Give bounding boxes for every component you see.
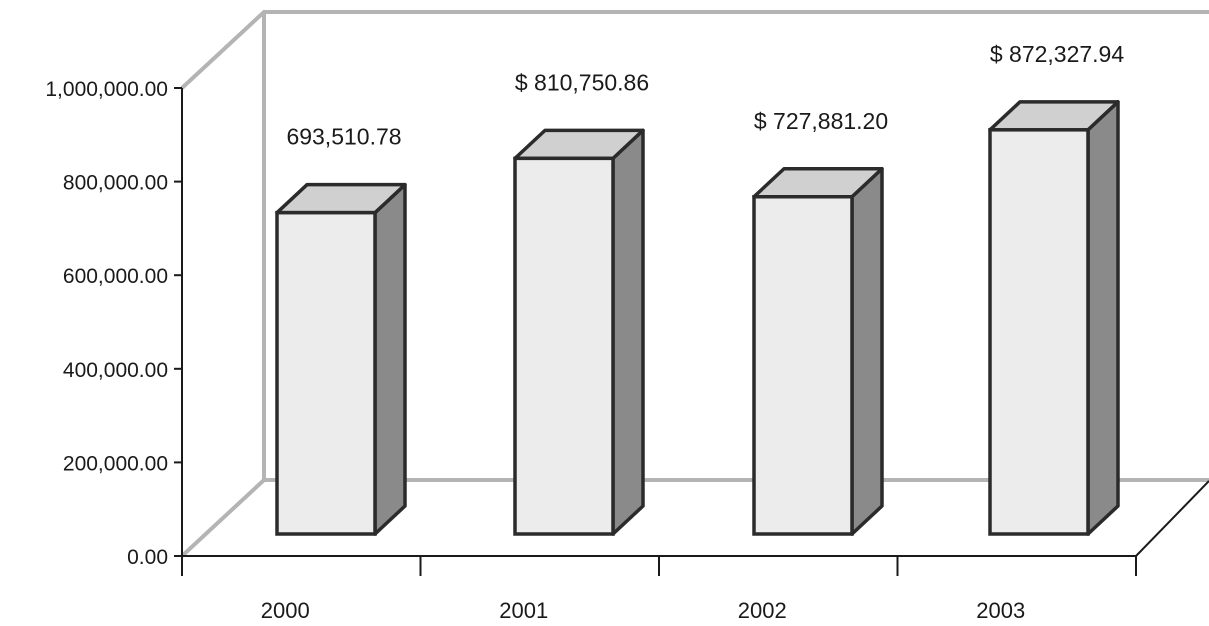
x-tick-label: 2000 xyxy=(261,598,310,623)
x-tick-label: 2001 xyxy=(499,598,548,623)
y-tick-label: 600,000.00 xyxy=(63,265,168,288)
data-label: 693,510.78 xyxy=(286,124,401,150)
data-label: $ 872,327.94 xyxy=(990,41,1125,67)
y-tick-label: 0.00 xyxy=(127,546,168,569)
y-tick-label: 800,000.00 xyxy=(63,172,168,195)
bar-side-face xyxy=(1086,100,1120,536)
x-tick-label: 2003 xyxy=(976,598,1025,623)
bar-front-face xyxy=(513,156,615,536)
bar-side-face xyxy=(373,182,407,536)
bar xyxy=(275,182,407,536)
y-tick-label: 400,000.00 xyxy=(63,359,168,382)
floor-right-edge xyxy=(1135,480,1209,557)
y-tick-label: 200,000.00 xyxy=(63,452,168,475)
data-label: $ 727,881.20 xyxy=(754,108,888,134)
x-tick-label: 2002 xyxy=(738,598,787,623)
labels: 693,510.78 2000 $ 810,750.86 2001 $ 727,881.… xyxy=(261,41,1125,623)
bar xyxy=(988,100,1120,536)
bar-side-face xyxy=(611,128,645,536)
data-label: $ 810,750.86 xyxy=(515,69,649,95)
bar-front-face xyxy=(275,210,377,536)
floor-left-edge xyxy=(180,478,266,558)
axes: 0.00 200,000.00 400,000.00 600,000.00 800,00… xyxy=(45,78,1137,576)
bar-side-face xyxy=(850,167,884,536)
chart-walls xyxy=(180,10,1209,558)
y-tick-label: 1,000,000.00 xyxy=(45,78,168,101)
bar xyxy=(513,128,645,536)
bars xyxy=(275,100,1120,536)
bar xyxy=(752,167,884,536)
bar-front-face xyxy=(988,128,1090,536)
bar-front-face xyxy=(752,195,854,536)
